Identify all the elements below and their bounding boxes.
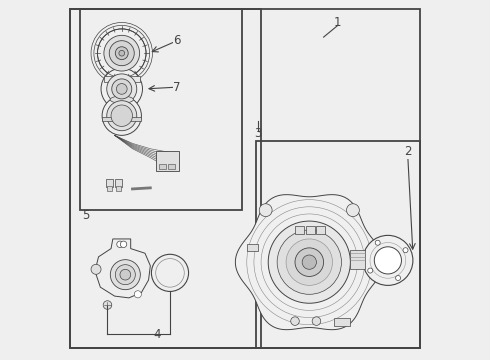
Bar bbox=[104, 76, 140, 82]
Text: 4: 4 bbox=[154, 328, 161, 341]
Circle shape bbox=[121, 241, 127, 248]
Bar bbox=[256, 141, 420, 348]
Circle shape bbox=[107, 74, 137, 104]
Circle shape bbox=[103, 301, 112, 309]
Circle shape bbox=[286, 239, 333, 285]
Bar bbox=[116, 186, 121, 191]
Circle shape bbox=[374, 247, 401, 274]
Circle shape bbox=[312, 317, 321, 325]
Bar bbox=[334, 318, 350, 327]
Circle shape bbox=[403, 248, 408, 253]
Circle shape bbox=[117, 84, 127, 94]
Circle shape bbox=[291, 317, 299, 325]
Circle shape bbox=[134, 291, 142, 298]
Circle shape bbox=[104, 35, 140, 71]
Bar bbox=[106, 179, 113, 187]
Circle shape bbox=[346, 204, 359, 217]
Bar bbox=[295, 226, 304, 234]
Bar bbox=[80, 9, 243, 210]
Text: 2: 2 bbox=[404, 145, 411, 158]
Bar bbox=[168, 164, 175, 169]
Circle shape bbox=[112, 79, 132, 99]
Circle shape bbox=[110, 260, 140, 290]
Text: 7: 7 bbox=[173, 81, 181, 94]
Polygon shape bbox=[95, 239, 150, 298]
Circle shape bbox=[120, 269, 131, 280]
Circle shape bbox=[101, 68, 143, 110]
Circle shape bbox=[98, 29, 146, 77]
Circle shape bbox=[268, 221, 350, 303]
Circle shape bbox=[111, 105, 132, 126]
Circle shape bbox=[119, 50, 124, 56]
Bar bbox=[156, 152, 179, 171]
Circle shape bbox=[375, 240, 380, 245]
Bar bbox=[317, 226, 325, 234]
Bar bbox=[115, 179, 122, 187]
Text: 6: 6 bbox=[173, 34, 181, 47]
Circle shape bbox=[91, 264, 101, 274]
Polygon shape bbox=[235, 195, 383, 330]
Circle shape bbox=[395, 275, 400, 280]
Text: 3: 3 bbox=[254, 127, 261, 140]
Circle shape bbox=[259, 204, 272, 217]
Bar bbox=[102, 117, 142, 121]
Bar bbox=[247, 244, 258, 251]
Circle shape bbox=[277, 230, 342, 294]
Ellipse shape bbox=[110, 96, 133, 103]
Circle shape bbox=[295, 248, 323, 276]
Bar bbox=[350, 249, 365, 269]
Circle shape bbox=[109, 41, 134, 66]
Bar bbox=[306, 226, 315, 234]
Circle shape bbox=[115, 265, 135, 285]
Text: 1: 1 bbox=[334, 16, 342, 29]
Bar bbox=[159, 164, 167, 169]
Circle shape bbox=[117, 241, 123, 248]
Circle shape bbox=[302, 255, 317, 269]
Circle shape bbox=[368, 268, 373, 273]
Circle shape bbox=[115, 47, 128, 60]
Bar bbox=[107, 186, 112, 191]
Circle shape bbox=[363, 235, 413, 285]
Bar bbox=[70, 9, 261, 348]
Text: 5: 5 bbox=[82, 209, 90, 222]
Circle shape bbox=[107, 101, 137, 131]
Circle shape bbox=[102, 96, 142, 135]
